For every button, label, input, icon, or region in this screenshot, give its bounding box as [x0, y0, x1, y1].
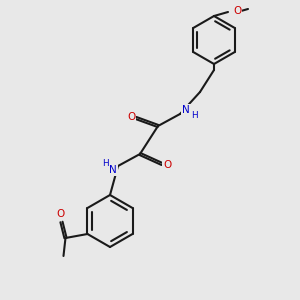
Text: O: O [163, 160, 171, 170]
Text: O: O [127, 112, 135, 122]
Text: N: N [182, 105, 190, 115]
Text: H: H [102, 158, 108, 167]
Text: O: O [233, 6, 241, 16]
Text: N: N [109, 165, 117, 175]
Text: H: H [191, 112, 197, 121]
Text: O: O [56, 209, 64, 219]
